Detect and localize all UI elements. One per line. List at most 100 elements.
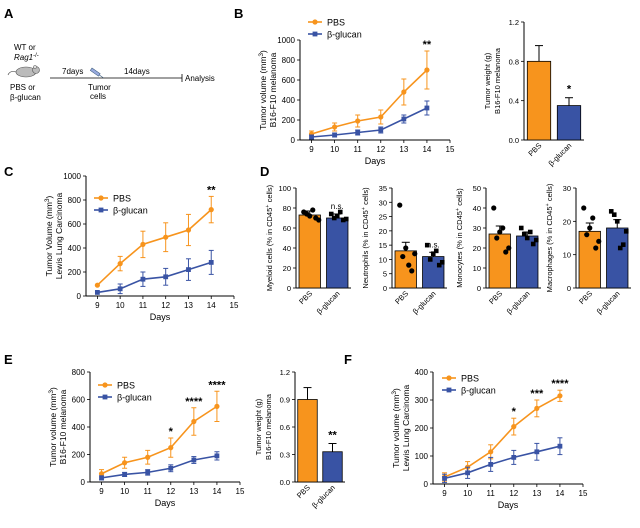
data-point (581, 205, 587, 211)
y-tick-label: 0 (287, 284, 291, 293)
data-point (94, 282, 100, 288)
schematic-mouse-label-1: WT or (14, 43, 36, 52)
data-point (334, 213, 340, 219)
x-tick-label: PBS (526, 141, 543, 158)
y-tick-label: 1000 (63, 172, 81, 181)
data-point (427, 257, 433, 262)
y-tick-label: 0.6 (280, 423, 290, 432)
y-tick-label: 25 (379, 213, 387, 222)
data-point (436, 262, 442, 268)
x-axis-label: Days (498, 500, 519, 510)
data-point (617, 245, 623, 251)
data-point (409, 268, 415, 274)
y-tick-label: 50 (473, 184, 481, 193)
panel-label-a: A (4, 6, 14, 21)
x-tick-label: β-glucan (547, 141, 574, 168)
data-point (168, 465, 174, 471)
data-point (494, 235, 500, 241)
series-line (444, 395, 561, 478)
data-point (518, 225, 524, 231)
y-tick-label: 30 (473, 224, 481, 233)
x-tick-label: 10 (120, 487, 129, 496)
data-point (214, 453, 220, 459)
legend-entry: β-glucan (117, 393, 152, 403)
y-tick-label: 0.9 (280, 396, 290, 405)
x-tick-label: 11 (139, 301, 148, 310)
data-point (122, 460, 128, 466)
y-tick-label: 40 (473, 204, 481, 213)
data-point (337, 209, 343, 215)
y-tick-label: 0 (477, 284, 481, 293)
data-point (534, 405, 540, 411)
chart-e-line: 0 200 400 600 800 9 10 11 12 13 14 15 Days Tumor volu… (48, 368, 245, 508)
significance-marker: **** (208, 379, 226, 391)
data-point (403, 245, 409, 251)
x-tick-label: 12 (166, 487, 175, 496)
y-axis-label-line-2: B16-F10 melanoma (493, 47, 502, 114)
chart-e-bar: 0.0 0.3 0.6 0.9 1.2 Tumor weight (g) B16-F10 m… (254, 368, 345, 510)
data-point (117, 261, 123, 267)
y-tick-label: 0 (81, 478, 86, 487)
panel-labels: A B C D E F (4, 6, 352, 367)
x-tick-label: β-glucan (411, 289, 438, 316)
data-point (530, 241, 536, 247)
x-tick-label: 10 (463, 489, 472, 498)
syringe-icon (89, 67, 104, 79)
y-tick-label: 80 (283, 204, 291, 213)
y-tick-label: 0.8 (509, 57, 519, 66)
data-point (401, 89, 407, 95)
legend-entry: PBS (461, 374, 479, 384)
y-tick-label: 300 (415, 396, 429, 405)
x-tick-label: PBS (393, 289, 410, 306)
data-point (304, 211, 310, 217)
bar (556, 105, 582, 141)
x-tick-label: 15 (579, 489, 588, 498)
y-tick-label: 200 (72, 451, 86, 460)
y-tick-label: 200 (68, 268, 82, 277)
data-point (332, 124, 338, 130)
data-point (506, 245, 512, 251)
data-point (503, 249, 509, 255)
schematic-injection-1: Tumor (88, 83, 111, 92)
schematic: WT or Rag1-/- PBS or β-glucan 7days 14da… (7, 43, 215, 102)
x-axis-label: Days (155, 498, 176, 508)
data-point (524, 235, 530, 241)
data-point (163, 234, 169, 240)
y-axis-label-end: ) (44, 195, 54, 198)
legend-marker (312, 31, 318, 37)
x-tick-label: 13 (189, 487, 198, 496)
y-tick-label: 800 (282, 56, 296, 65)
x-tick-label: 12 (509, 489, 518, 498)
significance-marker: **** (551, 378, 569, 390)
significance-marker: n.s. (331, 202, 344, 211)
x-tick-label: 9 (99, 487, 104, 496)
data-point (587, 225, 593, 231)
y-tick-label: 0.0 (280, 478, 290, 487)
y-tick-label: 0 (567, 284, 571, 293)
y-tick-label: 20 (379, 227, 387, 236)
significance-marker: * (567, 84, 572, 96)
y-axis-label-sup: + (545, 203, 551, 206)
x-tick-label: PBS (577, 289, 594, 306)
data-point (163, 274, 169, 280)
y-axis-label-line-2: B16-F10 melanoma (264, 393, 273, 460)
data-point (145, 454, 151, 460)
panel-label-f: F (344, 352, 352, 367)
data-point (534, 449, 540, 455)
y-tick-label: 0 (291, 136, 296, 145)
data-point (488, 462, 494, 467)
y-axis-label: Tumor volume (mm3) (391, 388, 401, 468)
chart-b-line: 0 200 400 600 800 1000 9 10 11 12 13 14 15 Days Tumor … (258, 18, 455, 167)
y-tick-label: 1.2 (280, 368, 290, 377)
y-tick-label: 1000 (277, 36, 295, 45)
y-axis-label-sup: + (265, 205, 271, 208)
y-tick-label: 35 (379, 184, 387, 193)
significance-marker: n.s. (427, 240, 440, 249)
x-tick-label: β-glucan (505, 289, 532, 316)
x-tick-label: 11 (354, 145, 363, 154)
y-tick-label: 60 (283, 224, 291, 233)
significance-marker: *** (530, 388, 544, 400)
data-point (122, 472, 128, 477)
x-tick-label: 14 (422, 145, 431, 154)
